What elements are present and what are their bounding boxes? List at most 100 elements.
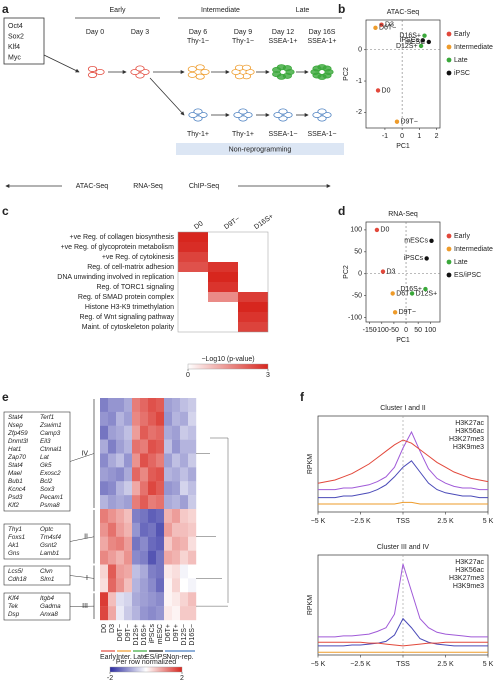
gene: Lat xyxy=(40,454,49,461)
heat-cell xyxy=(108,481,117,496)
heat-cell xyxy=(124,550,133,565)
x-tick-label: -150 xyxy=(363,327,377,334)
heat-cell xyxy=(108,425,117,440)
factor: Klf4 xyxy=(8,44,20,51)
heat-cell xyxy=(100,467,109,482)
line xyxy=(317,439,489,484)
heat-cell xyxy=(178,282,208,292)
heat-cell xyxy=(164,564,173,579)
heat-cell xyxy=(180,411,189,426)
heat-cell xyxy=(116,509,125,524)
column-label: D12S+ xyxy=(133,624,140,646)
gene: Psma8 xyxy=(40,502,60,509)
point-label: D6T− xyxy=(396,290,413,297)
point-label: D3 xyxy=(385,22,394,29)
heat-cell xyxy=(148,550,157,565)
heat-cell xyxy=(156,453,165,468)
heat-cell xyxy=(172,439,181,454)
line xyxy=(318,617,488,647)
cell xyxy=(187,66,197,73)
heat-cell xyxy=(172,481,181,496)
gene: Clvn xyxy=(40,568,53,575)
heatmap-frame xyxy=(177,231,269,333)
legend-marker xyxy=(446,233,452,239)
heat-cell xyxy=(116,439,125,454)
heat-cell xyxy=(140,578,149,593)
line xyxy=(318,563,488,638)
heat-cell xyxy=(172,536,181,551)
legend-label: ES/iPSC xyxy=(454,272,481,279)
heat-cell xyxy=(156,425,165,440)
heat-cell xyxy=(172,398,181,413)
heat-cell xyxy=(180,398,189,413)
heat-cell xyxy=(100,411,109,426)
point-label: D0 xyxy=(382,87,391,94)
x-tick-label: TSS xyxy=(396,518,410,525)
heat-cell xyxy=(188,509,197,524)
heat-cell xyxy=(172,606,181,621)
point xyxy=(380,269,386,274)
heat-cell xyxy=(164,578,173,593)
gene: Optc xyxy=(40,526,54,533)
heat-cell xyxy=(108,467,117,482)
heat-cell xyxy=(100,606,109,621)
heat-cell xyxy=(238,242,268,252)
heat-cell xyxy=(116,592,125,607)
legend-label: Early xyxy=(454,31,470,38)
point xyxy=(379,22,384,27)
heat-cell xyxy=(140,564,149,579)
x-tick-label: 0 xyxy=(400,133,404,140)
y-tick-label: -100 xyxy=(348,314,362,321)
x-axis-label: PC1 xyxy=(396,337,410,344)
x-tick-label: 5 K xyxy=(483,661,494,668)
heat-cell xyxy=(164,398,173,413)
heat-cell xyxy=(116,481,125,496)
x-tick-label: -50 xyxy=(389,327,399,334)
point-label: D16S+ xyxy=(400,286,422,293)
x-axis-label: PC1 xyxy=(396,143,410,150)
heat-cell xyxy=(116,550,125,565)
point-label: D6T− xyxy=(379,25,396,32)
legend-marker xyxy=(446,259,452,265)
row-label: Reg. of cell-matrix adhesion xyxy=(87,264,174,271)
plot-frame xyxy=(365,221,441,323)
stage-name: Late xyxy=(296,7,310,14)
gene: Terf1 xyxy=(40,414,54,421)
gene-connector xyxy=(69,453,95,462)
heat-cell xyxy=(140,522,149,537)
panel-label: a xyxy=(2,2,9,16)
heat-cell xyxy=(188,453,197,468)
cluster-name: I xyxy=(86,575,88,582)
heat-cell xyxy=(108,578,117,593)
heat-cell xyxy=(164,536,173,551)
legend-marker xyxy=(446,246,452,252)
heat-cell xyxy=(238,262,268,272)
gene: Mael xyxy=(8,470,22,477)
colorbar-tick-label: -2 xyxy=(107,675,113,682)
column-label: D9T− xyxy=(125,624,132,641)
heat-cell xyxy=(148,522,157,537)
column-label: D6T− xyxy=(117,624,124,641)
heat-cell xyxy=(132,509,141,524)
heat-cell xyxy=(180,564,189,579)
cell xyxy=(282,65,292,72)
x-tick-label: 1 xyxy=(417,133,421,140)
gene: Zswim1 xyxy=(39,422,62,429)
heat-cell xyxy=(140,550,149,565)
y-axis-label: PC2 xyxy=(343,265,350,279)
gene: Hat1 xyxy=(8,446,21,453)
y-axis-label: RPKM xyxy=(307,454,314,474)
heat-cell xyxy=(188,481,197,496)
gene: Gadma xyxy=(40,603,61,610)
heat-cell xyxy=(132,481,141,496)
y-tick-label: -50 xyxy=(352,293,362,300)
heat-cell xyxy=(238,282,268,292)
heat-cell xyxy=(208,302,238,312)
column-label: D6T+ xyxy=(165,624,172,641)
colorbar-tick-label: 2 xyxy=(180,675,184,682)
heat-cell xyxy=(156,439,165,454)
gene: Exosc2 xyxy=(40,470,61,477)
gene: Cdh18 xyxy=(8,576,27,583)
chart-title: Cluster I and II xyxy=(380,405,426,412)
heat-cell xyxy=(148,467,157,482)
